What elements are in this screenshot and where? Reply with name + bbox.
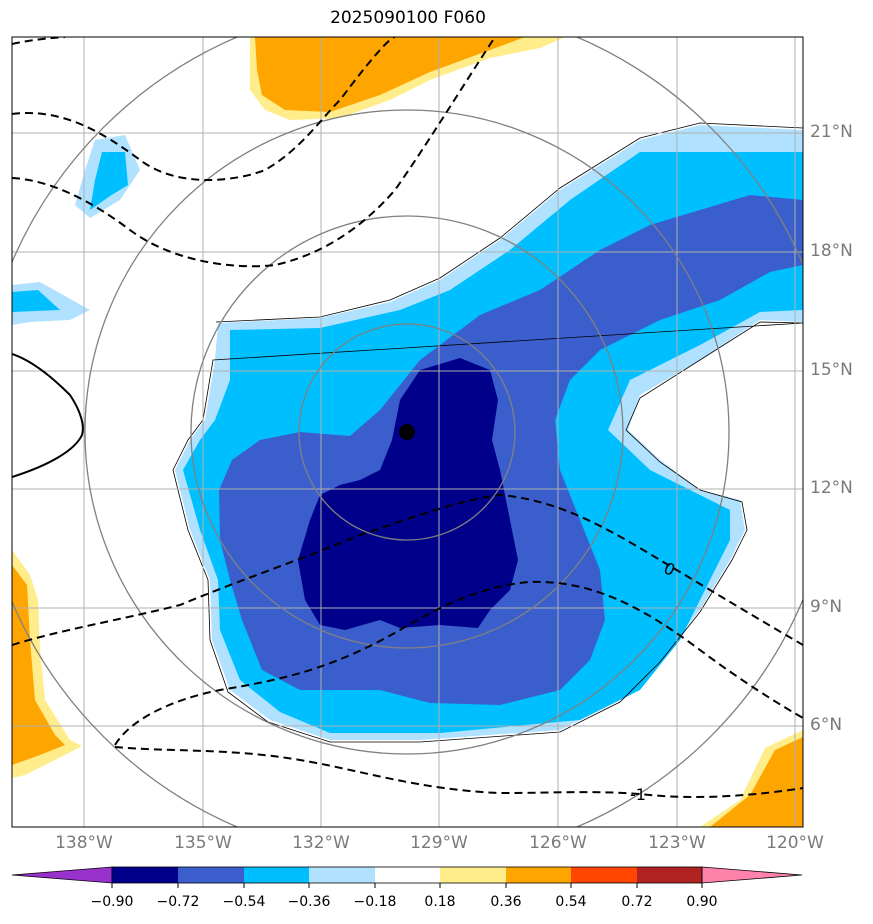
lat-lon-grid (12, 37, 803, 827)
range-rings (12, 37, 803, 827)
colorbar-over-arrow (701, 866, 803, 884)
colorbar-tick-3: −0.54 (222, 894, 266, 910)
dark-blue-region (298, 358, 518, 630)
map-frame (11, 36, 804, 828)
colorbar-tick-10: 0.90 (686, 894, 718, 910)
lon-label-138w: 138°W (55, 833, 113, 853)
anomaly-outline (172, 122, 803, 743)
colorbar-bin-1 (112, 867, 178, 883)
orange-region-north (255, 37, 525, 112)
colorbar-bin-2 (178, 867, 244, 883)
orange-region-sw (12, 565, 65, 765)
colorbar-bin-9 (637, 867, 702, 883)
solid-contour (12, 353, 84, 478)
colorbar-bin-7 (506, 867, 571, 883)
contour-label-minus-one: -1 (630, 785, 646, 804)
lon-label-126w: 126°W (529, 833, 587, 853)
lat-label-12n: 12°N (810, 478, 853, 498)
colorbar-tick-8: 0.54 (555, 894, 587, 910)
colorbar-tick-2: −0.72 (156, 894, 200, 910)
lon-label-132w: 132°W (292, 833, 350, 853)
lat-label-15n: 15°N (810, 360, 853, 380)
colorbar-tick-6: 0.18 (424, 894, 456, 910)
light-blue-patch-w (12, 290, 60, 312)
light-blue-patch-nw (90, 152, 128, 210)
map-title: 2025090100 F060 (330, 8, 486, 28)
colorbar-bin-4 (309, 867, 375, 883)
colorbar-tick-7: 0.36 (490, 894, 522, 910)
storm-center-marker (399, 424, 415, 440)
colorbar-bin-6 (440, 867, 506, 883)
lat-label-6n: 6°N (810, 715, 843, 735)
colorbar (11, 866, 803, 888)
lon-label-135w: 135°W (174, 833, 232, 853)
lon-label-120w: 120°W (766, 833, 824, 853)
colorbar-bin-8 (571, 867, 637, 883)
colorbar-under-arrow (11, 866, 113, 884)
map-plot: 0 -1 (11, 36, 804, 828)
dashed-contours (12, 37, 803, 799)
colorbar-tick-9: 0.72 (621, 894, 653, 910)
lon-label-129w: 129°W (410, 833, 468, 853)
colorbar-tick-4: −0.36 (287, 894, 331, 910)
lat-label-21n: 21°N (810, 122, 853, 142)
colorbar-tick-1: −0.90 (90, 894, 134, 910)
lon-label-123w: 123°W (648, 833, 706, 853)
colorbar-bin-5 (375, 867, 440, 883)
orange-region-se (710, 737, 803, 827)
colorbar-frame (111, 866, 703, 884)
colorbar-tick-5: −0.18 (353, 894, 397, 910)
lat-label-9n: 9°N (810, 597, 843, 617)
lat-label-18n: 18°N (810, 241, 853, 261)
colorbar-bin-3 (244, 867, 309, 883)
